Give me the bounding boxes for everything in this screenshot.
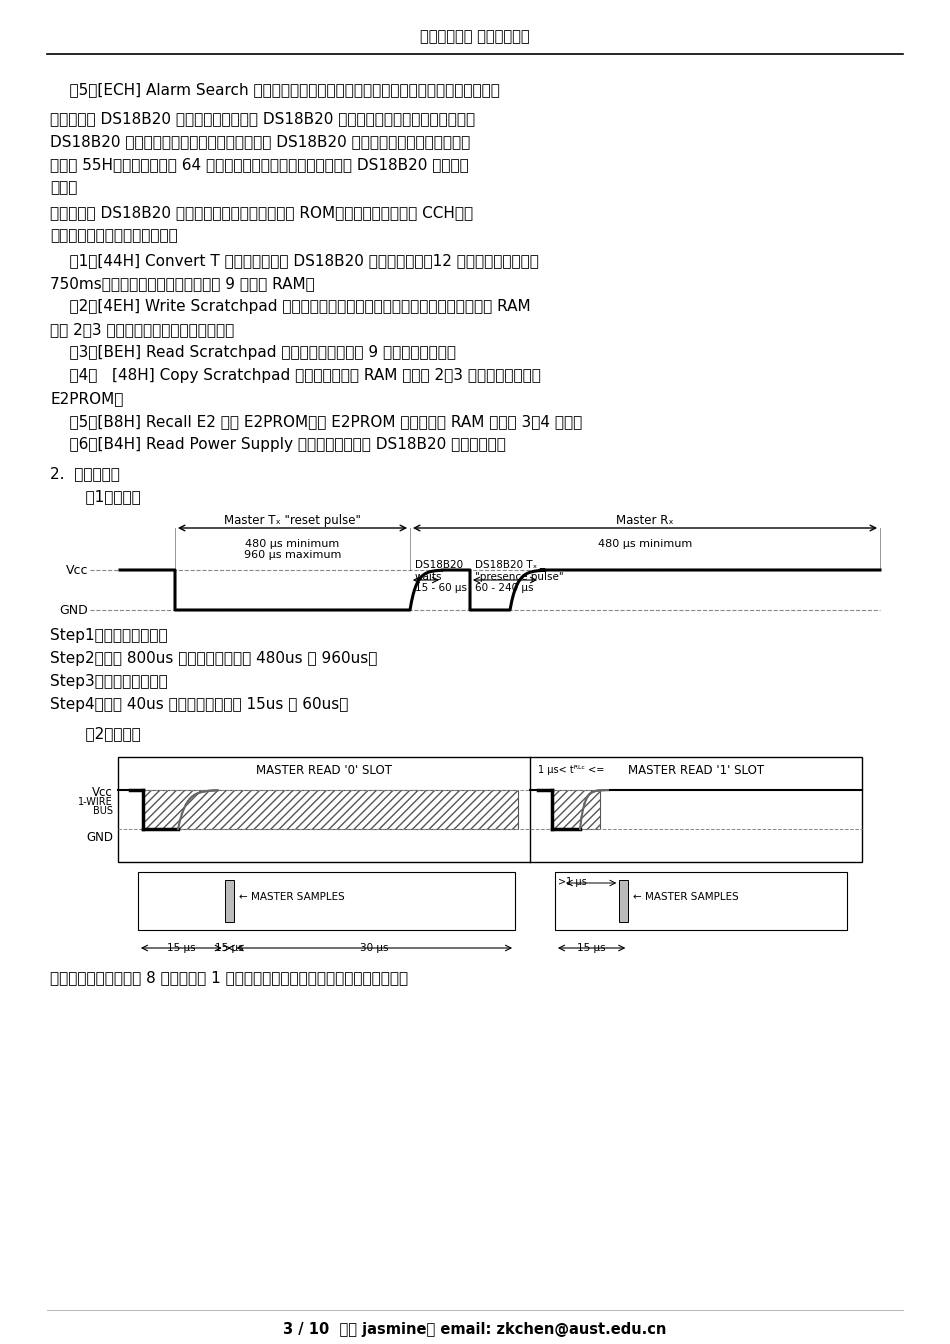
Text: GND: GND <box>86 831 113 844</box>
Text: 的第 2、3 字节，作为上、下限温度数据。: 的第 2、3 字节，作为上、下限温度数据。 <box>50 323 235 337</box>
Text: （1）[44H] Convert T 温度转换。启动 DS18B20 进行温度转换。12 位精度转换时最长为: （1）[44H] Convert T 温度转换。启动 DS18B20 进行温度转… <box>50 253 539 267</box>
Bar <box>225 880 234 922</box>
Text: >1 μs: >1 μs <box>558 878 587 887</box>
Text: MASTER READ '1' SLOT: MASTER READ '1' SLOT <box>628 763 764 777</box>
Bar <box>555 872 847 930</box>
Text: ← MASTER SAMPLES: ← MASTER SAMPLES <box>238 892 345 902</box>
Text: 逐位读取数据，然后把 8 位数据组成 1 个字节。编写程序时分为两个部分，一个实现: 逐位读取数据，然后把 8 位数据组成 1 个字节。编写程序时分为两个部分，一个实… <box>50 970 408 985</box>
Text: （6）[B4H] Read Power Supply 读供电方式。读取 DS18B20 的供电模式。: （6）[B4H] Read Power Supply 读供电方式。读取 DS18… <box>50 437 505 452</box>
Text: Step2：延时 800us 左右（时间范围为 480us 至 960us）: Step2：延时 800us 左右（时间范围为 480us 至 960us） <box>50 650 377 667</box>
Text: （3）[BEH] Read Scratchpad 读暂存器。读取内部 9 字节的温度数据。: （3）[BEH] Read Scratchpad 读暂存器。读取内部 9 字节的… <box>50 345 456 360</box>
Text: ← MASTER SAMPLES: ← MASTER SAMPLES <box>634 892 739 902</box>
Text: 主机与单个 DS18B20 连接时，不需要读取或者匹配 ROM，只要使用跳过指令 CCH，就: 主机与单个 DS18B20 连接时，不需要读取或者匹配 ROM，只要使用跳过指令… <box>50 206 473 220</box>
Text: （2）读数据: （2）读数据 <box>66 726 141 741</box>
Text: Vcc: Vcc <box>92 786 113 798</box>
Text: 3 / 10  来自 jasmine。 email: zkchen@aust.edu.cn: 3 / 10 来自 jasmine。 email: zkchen@aust.ed… <box>283 1322 667 1337</box>
Text: 15 μs: 15 μs <box>578 943 606 953</box>
Text: （2）[4EH] Write Scratchpad 写暂存器。发出该命令后，将两字节的数据写入内部 RAM: （2）[4EH] Write Scratchpad 写暂存器。发出该命令后，将两… <box>50 298 531 314</box>
Bar <box>138 872 515 930</box>
Bar <box>118 757 862 862</box>
Text: GND: GND <box>59 603 88 617</box>
Text: Master Tₓ "reset pulse": Master Tₓ "reset pulse" <box>224 513 361 527</box>
Text: 配指令 55H，接着主机提供 64 位序列，之后就可以与序列号相应的 DS18B20 进行数据: 配指令 55H，接着主机提供 64 位序列，之后就可以与序列号相应的 DS18B… <box>50 157 468 172</box>
Text: 1-WIRE: 1-WIRE <box>78 797 113 806</box>
Text: Step3：数据线拉高电平: Step3：数据线拉高电平 <box>50 673 168 689</box>
Polygon shape <box>552 790 600 829</box>
Text: 480 μs minimum: 480 μs minimum <box>245 539 340 548</box>
Text: DS18B20 连接，读出其序列号；然后将所有的 DS18B20 挂接到总线上，单片机发出匹: DS18B20 连接，读出其序列号；然后将所有的 DS18B20 挂接到总线上，… <box>50 134 470 149</box>
Text: 15 μs: 15 μs <box>167 943 196 953</box>
Text: Step1：数据线置低电平: Step1：数据线置低电平 <box>50 628 167 642</box>
Text: 960 μs maximum: 960 μs maximum <box>244 550 341 560</box>
Text: 15 μs: 15 μs <box>215 943 243 953</box>
Text: 可以进行数据转换和读取操作。: 可以进行数据转换和读取操作。 <box>50 228 178 243</box>
Text: DS18B20
waits
15 - 60 μs: DS18B20 waits 15 - 60 μs <box>415 560 467 593</box>
Text: Vcc: Vcc <box>66 563 88 577</box>
Bar <box>619 880 628 922</box>
Text: E2PROM。: E2PROM。 <box>50 391 124 406</box>
Text: Step4：延时 40us 左右（时间范围为 15us 至 60us）: Step4：延时 40us 左右（时间范围为 15us 至 60us） <box>50 698 349 712</box>
Text: 交换。: 交换。 <box>50 180 77 195</box>
Text: 750ms，转换结束后将数据存入内部 9 字节的 RAM。: 750ms，转换结束后将数据存入内部 9 字节的 RAM。 <box>50 276 314 292</box>
Text: （4）   [48H] Copy Scratchpad 复制暂存器。将 RAM 中的第 2、3 字节的内容复制到: （4） [48H] Copy Scratchpad 复制暂存器。将 RAM 中的… <box>50 368 541 383</box>
Text: （1）初始化: （1）初始化 <box>66 489 141 504</box>
Text: 1 μs< tᴿᴸᶜ <=: 1 μs< tᴿᴸᶜ <= <box>538 765 604 775</box>
Polygon shape <box>143 790 518 829</box>
Text: 2.  工作时序图: 2. 工作时序图 <box>50 466 120 481</box>
Text: （5）[B8H] Recall E2 重调 E2PROM。将 E2PROM 内容恢复到 RAM 中的第 3、4 字节。: （5）[B8H] Recall E2 重调 E2PROM。将 E2PROM 内容… <box>50 414 582 429</box>
Text: MASTER READ '0' SLOT: MASTER READ '0' SLOT <box>256 763 392 777</box>
Text: BUS: BUS <box>93 806 113 816</box>
Text: 30 μs: 30 μs <box>360 943 389 953</box>
Text: Master Rₓ: Master Rₓ <box>617 513 674 527</box>
Text: 主机与多个 DS18B20 连接，要对众多在线 DS18B20 的某一个进行通信，首先要逐个与: 主机与多个 DS18B20 连接，要对众多在线 DS18B20 的某一个进行通信… <box>50 112 475 126</box>
Text: （5）[ECH] Alarm Search 告警搜索。执行后，温度超出上限或者下限的芯片做出响应。: （5）[ECH] Alarm Search 告警搜索。执行后，温度超出上限或者下… <box>50 82 500 97</box>
Text: DS18B20 Tₓ
"presence pulse"
60 - 240 μs: DS18B20 Tₓ "presence pulse" 60 - 240 μs <box>475 560 563 593</box>
Text: 安徽理工大学 机械电子工程: 安徽理工大学 机械电子工程 <box>420 30 530 44</box>
Text: 480 μs minimum: 480 μs minimum <box>598 539 693 548</box>
